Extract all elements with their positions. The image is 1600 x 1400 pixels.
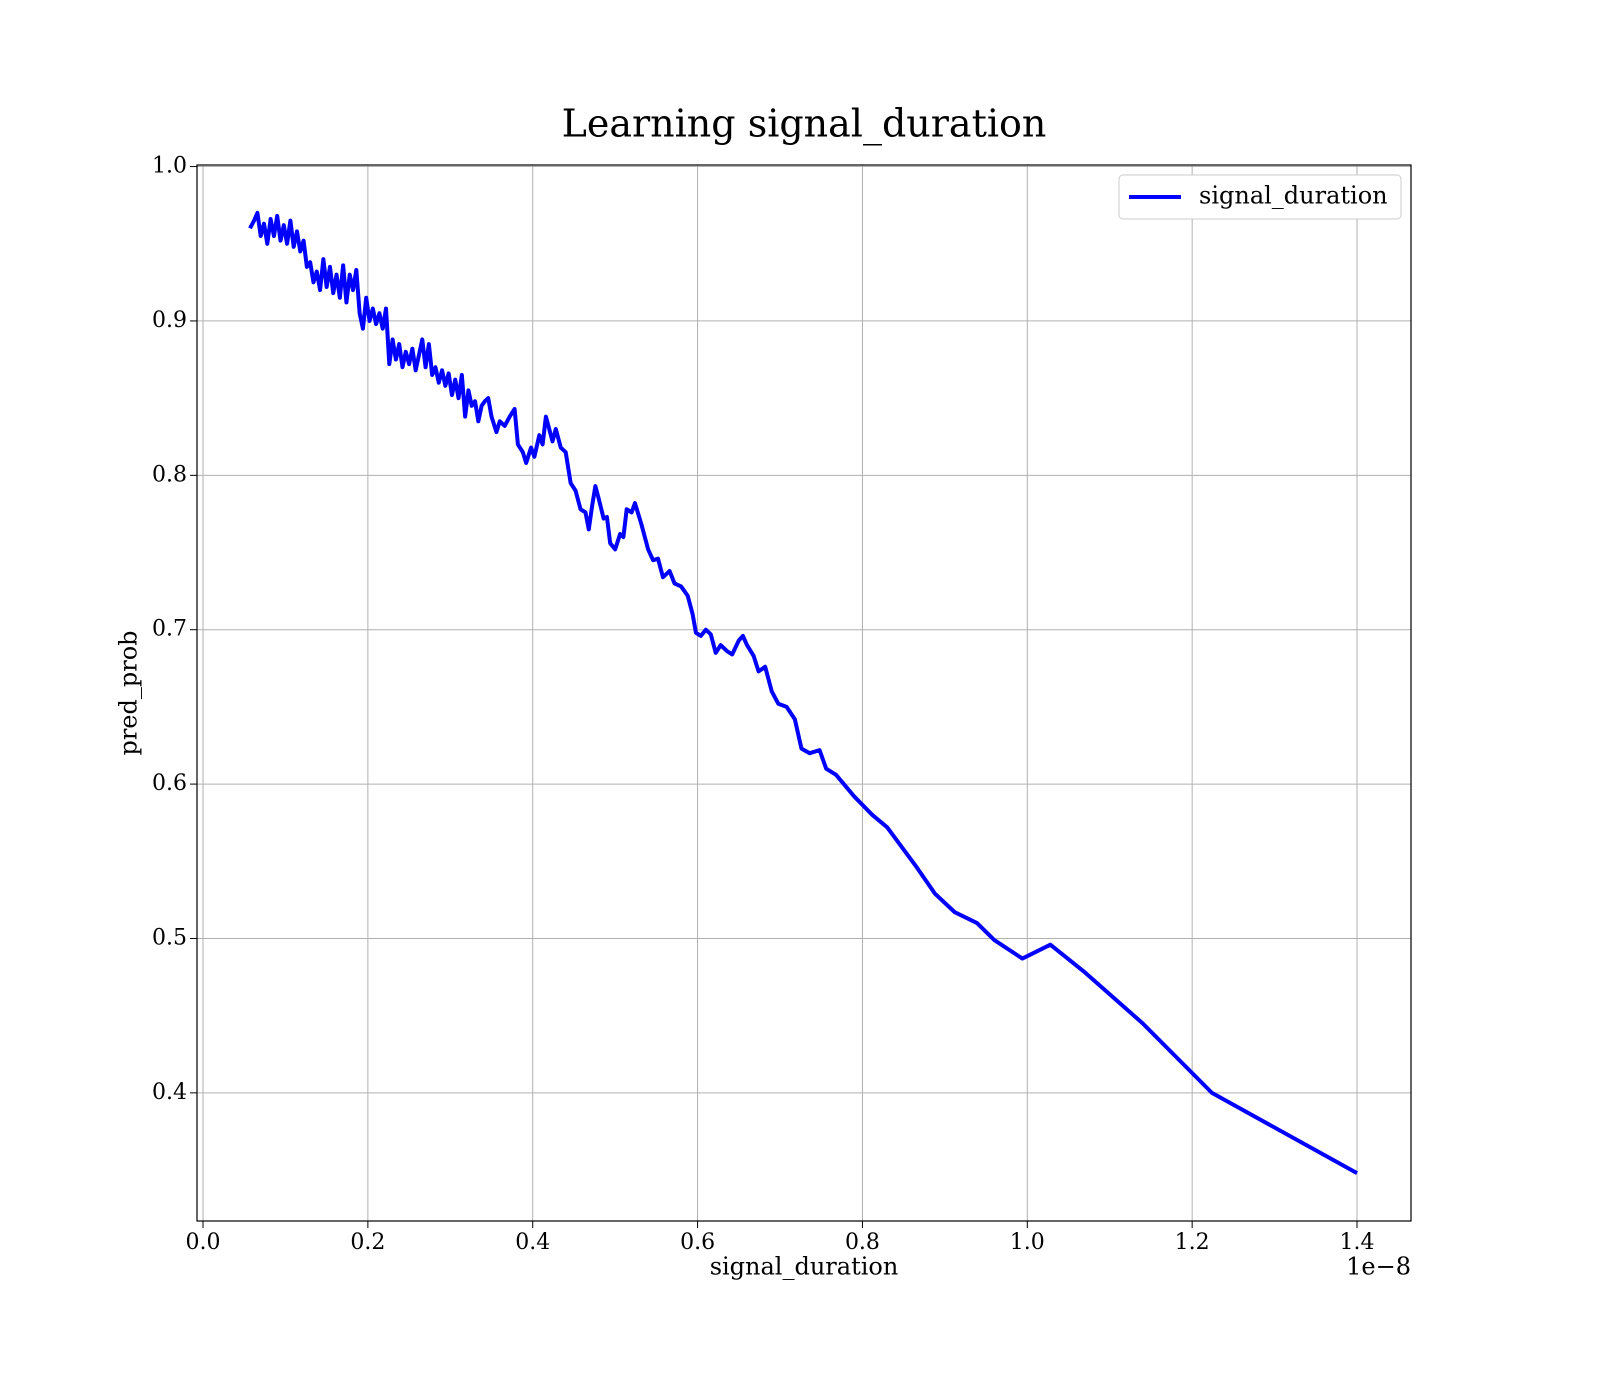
chart-title: Learning signal_duration [562, 102, 1047, 147]
y-tick-label: 0.8 [152, 462, 187, 487]
y-tick-label: 0.9 [152, 308, 187, 333]
x-tick-label: 0.4 [515, 1230, 550, 1255]
legend-box [1118, 174, 1402, 220]
x-tick-label: 1.0 [1010, 1230, 1045, 1255]
y-tick-label: 0.4 [152, 1080, 187, 1105]
data-line [248, 210, 1358, 1175]
x-tick-label: 0.0 [186, 1230, 221, 1255]
y-tick-label: 1.0 [152, 154, 187, 179]
y-tick-label: 0.5 [152, 925, 187, 950]
legend-label: signal_duration [1199, 182, 1388, 210]
x-axis-label: signal_duration [710, 1253, 899, 1281]
x-tick-label: 0.6 [680, 1230, 715, 1255]
legend: signal_duration [1118, 174, 1402, 220]
plot-frame [196, 164, 1412, 1222]
x-tick-label: 1.2 [1175, 1230, 1210, 1255]
x-tick-label: 0.2 [350, 1230, 385, 1255]
y-axis-label: pred_prob [115, 630, 143, 755]
y-tick-label: 0.6 [152, 771, 187, 796]
x-offset-label: 1e−8 [1346, 1253, 1411, 1281]
x-tick-label: 0.8 [845, 1230, 880, 1255]
y-tick-label: 0.7 [152, 617, 187, 642]
x-tick-label: 1.4 [1340, 1230, 1375, 1255]
